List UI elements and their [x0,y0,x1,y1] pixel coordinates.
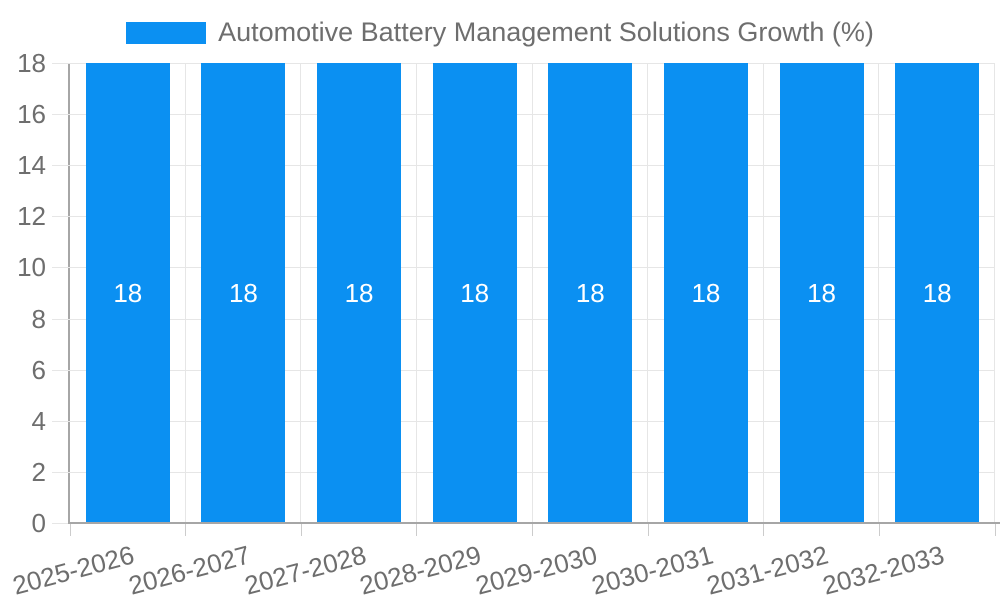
y-tick-label: 8 [31,303,46,334]
gridline-horizontal [70,369,995,371]
bar-value-label: 18 [575,277,605,308]
x-tick-label: 2025-2026 [9,539,138,601]
y-tick [52,420,70,422]
y-tick [52,471,70,473]
gridline-horizontal [70,420,995,422]
y-tick [52,369,70,371]
y-tick-label: 14 [17,150,46,181]
gridline-vertical [184,63,186,523]
y-tick-label: 18 [17,48,46,78]
y-tick [52,216,70,218]
bar-value-label: 18 [922,277,952,308]
y-tick [52,114,70,116]
y-tick-label: 10 [17,252,46,283]
x-tick [532,523,533,536]
y-tick [52,318,70,320]
x-tick-label: 2032-2033 [819,539,948,601]
bar: 18 [779,63,864,523]
bar-value-label: 18 [807,277,837,308]
x-tick [69,523,71,536]
y-tick-label: 0 [31,508,46,538]
bar: 18 [201,63,286,523]
y-tick [52,267,70,269]
x-tick [994,523,996,536]
bar: 18 [432,63,517,523]
x-tick-label: 2027-2028 [241,539,369,601]
gridline-horizontal [70,267,995,269]
y-tick-label: 6 [31,354,46,385]
gridline-vertical [878,63,880,523]
bar-value-label: 18 [460,277,490,308]
y-tick [52,165,70,167]
x-tick-label: 2026-2027 [125,539,254,601]
y-tick [52,523,70,524]
bar-value-label: 18 [113,277,143,308]
y-tick-label: 4 [31,405,46,436]
gridline-vertical [415,63,417,523]
y-tick [52,63,70,64]
bar: 18 [317,63,402,523]
y-tick-label: 2 [31,456,46,487]
bar-value-label: 18 [691,277,721,308]
x-tick [763,523,765,536]
gridline-vertical [647,63,649,523]
x-tick-label: 2028-2029 [356,539,485,601]
gridline-horizontal [70,63,995,64]
x-tick [185,523,187,536]
gridline-vertical [531,63,533,523]
bar-value-label: 18 [344,277,374,308]
bar: 18 [548,63,633,523]
gridline-horizontal [70,471,995,473]
legend-label: Automotive Battery Management Solutions … [218,17,874,47]
legend-swatch-icon [126,21,207,44]
gridline-vertical [300,63,302,523]
y-axis-line [68,63,70,523]
x-tick [647,523,649,536]
y-tick-label: 16 [17,99,46,130]
legend: Automotive Battery Management Solutions … [0,17,1000,48]
y-tick-label: 12 [17,201,46,232]
bar: 18 [895,63,980,523]
gridline-horizontal [70,216,995,218]
bar: 18 [85,63,170,523]
plot-area: 0 2 4 6 8 10 12 14 16 18 18 18 18 18 18 18 18 18 2025-2026… [10,50,1000,601]
gridline-horizontal [70,114,995,116]
x-tick [300,523,302,536]
x-tick-label: 2029-2030 [472,539,601,601]
bar-value-label: 18 [228,277,258,308]
gridline-vertical [762,63,764,523]
gridline-horizontal [70,318,995,320]
gridline-horizontal [70,165,995,167]
gridline-vertical [994,63,995,523]
bar: 18 [663,63,748,523]
x-tick-label: 2031-2032 [703,539,832,601]
x-tick-label: 2030-2031 [587,539,716,601]
x-tick [878,523,880,536]
x-tick [416,523,418,536]
x-axis-line [68,522,1000,524]
